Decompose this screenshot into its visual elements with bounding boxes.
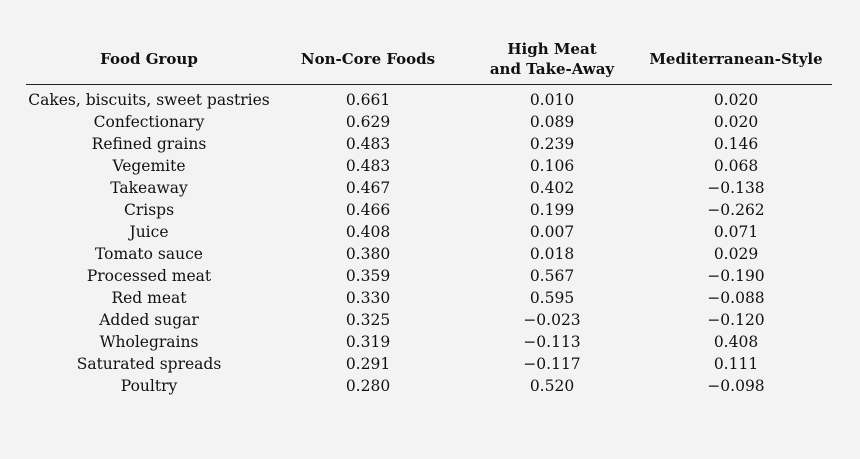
table-row: Tomato sauce 0.380 0.018 0.029 xyxy=(26,243,832,265)
non-core-foods-cell: 0.483 xyxy=(345,135,391,153)
header-high-meat-line1: High Meat xyxy=(507,40,597,58)
non-core-foods-cell: 0.629 xyxy=(345,113,391,131)
table-row: Confectionary 0.629 0.089 0.020 xyxy=(26,111,832,133)
header-food-group: Food Group xyxy=(26,34,272,85)
high-meat-take-away-cell: −0.117 xyxy=(523,355,581,373)
non-core-foods-cell: 0.291 xyxy=(345,355,391,373)
table-header: Food Group Non-Core Foods High Meat and … xyxy=(26,34,832,85)
food-group-cell: Vegemite xyxy=(112,157,186,175)
non-core-foods-cell: 0.661 xyxy=(345,91,391,109)
mediterranean-style-cell: −0.088 xyxy=(707,289,765,307)
high-meat-take-away-cell: −0.113 xyxy=(523,333,581,351)
high-meat-take-away-cell: 0.007 xyxy=(529,223,575,241)
factor-loadings-table: Food Group Non-Core Foods High Meat and … xyxy=(26,34,832,397)
table-row: Crisps 0.466 0.199 −0.262 xyxy=(26,199,832,221)
high-meat-take-away-cell: 0.106 xyxy=(529,157,575,175)
table-row: Added sugar 0.325 −0.023 −0.120 xyxy=(26,309,832,331)
header-row: Food Group Non-Core Foods High Meat and … xyxy=(26,34,832,85)
non-core-foods-cell: 0.408 xyxy=(345,223,391,241)
non-core-foods-cell: 0.319 xyxy=(345,333,391,351)
mediterranean-style-cell: −0.138 xyxy=(707,179,765,197)
mediterranean-style-cell: −0.098 xyxy=(707,377,765,395)
high-meat-take-away-cell: 0.595 xyxy=(529,289,575,307)
food-group-cell: Saturated spreads xyxy=(76,355,222,373)
table-body: Cakes, biscuits, sweet pastries 0.661 0.01… xyxy=(26,85,832,398)
non-core-foods-cell: 0.359 xyxy=(345,267,391,285)
high-meat-take-away-cell: 0.567 xyxy=(529,267,575,285)
non-core-foods-cell: 0.280 xyxy=(345,377,391,395)
table-row: Processed meat 0.359 0.567 −0.190 xyxy=(26,265,832,287)
table-row: Juice 0.408 0.007 0.071 xyxy=(26,221,832,243)
food-group-cell: Takeaway xyxy=(110,179,188,197)
mediterranean-style-cell: −0.120 xyxy=(707,311,765,329)
header-high-meat-line2: and Take-Away xyxy=(489,60,615,78)
header-mediterranean-style: Mediterranean-Style xyxy=(640,34,832,85)
table-row: Poultry 0.280 0.520 −0.098 xyxy=(26,375,832,397)
non-core-foods-cell: 0.483 xyxy=(345,157,391,175)
food-group-cell: Crisps xyxy=(123,201,175,219)
header-high-meat-take-away: High Meat and Take-Away xyxy=(464,34,640,85)
high-meat-take-away-cell: 0.018 xyxy=(529,245,575,263)
food-group-cell: Juice xyxy=(129,223,169,241)
high-meat-take-away-cell: −0.023 xyxy=(523,311,581,329)
factor-loadings-table-container: Food Group Non-Core Foods High Meat and … xyxy=(26,34,832,397)
high-meat-take-away-cell: 0.010 xyxy=(529,91,575,109)
mediterranean-style-cell: 0.068 xyxy=(713,157,759,175)
food-group-cell: Poultry xyxy=(120,377,178,395)
food-group-cell: Red meat xyxy=(111,289,187,307)
food-group-cell: Refined grains xyxy=(91,135,207,153)
mediterranean-style-cell: −0.190 xyxy=(707,267,765,285)
table-row: Cakes, biscuits, sweet pastries 0.661 0.01… xyxy=(26,85,832,112)
non-core-foods-cell: 0.380 xyxy=(345,245,391,263)
mediterranean-style-cell: 0.071 xyxy=(713,223,759,241)
table-row: Refined grains 0.483 0.239 0.146 xyxy=(26,133,832,155)
food-group-cell: Tomato sauce xyxy=(95,245,203,263)
table-row: Saturated spreads 0.291 −0.117 0.111 xyxy=(26,353,832,375)
table-row: Takeaway 0.467 0.402 −0.138 xyxy=(26,177,832,199)
food-group-cell: Wholegrains xyxy=(99,333,199,351)
mediterranean-style-cell: 0.111 xyxy=(713,355,759,373)
non-core-foods-cell: 0.330 xyxy=(345,289,391,307)
mediterranean-style-cell: 0.020 xyxy=(713,113,759,131)
table-row: Vegemite 0.483 0.106 0.068 xyxy=(26,155,832,177)
non-core-foods-cell: 0.325 xyxy=(345,311,391,329)
mediterranean-style-cell: 0.020 xyxy=(713,91,759,109)
food-group-cell: Confectionary xyxy=(93,113,205,131)
food-group-cell: Added sugar xyxy=(99,311,199,329)
mediterranean-style-cell: 0.029 xyxy=(713,245,759,263)
non-core-foods-cell: 0.467 xyxy=(345,179,391,197)
high-meat-take-away-cell: 0.089 xyxy=(529,113,575,131)
high-meat-take-away-cell: 0.239 xyxy=(529,135,575,153)
food-group-cell: Cakes, biscuits, sweet pastries xyxy=(28,91,270,109)
mediterranean-style-cell: 0.408 xyxy=(713,333,759,351)
high-meat-take-away-cell: 0.199 xyxy=(529,201,575,219)
mediterranean-style-cell: −0.262 xyxy=(707,201,765,219)
food-group-cell: Processed meat xyxy=(86,267,212,285)
high-meat-take-away-cell: 0.402 xyxy=(529,179,575,197)
table-row: Red meat 0.330 0.595 −0.088 xyxy=(26,287,832,309)
non-core-foods-cell: 0.466 xyxy=(345,201,391,219)
high-meat-take-away-cell: 0.520 xyxy=(529,377,575,395)
table-row: Wholegrains 0.319 −0.113 0.408 xyxy=(26,331,832,353)
header-non-core-foods: Non-Core Foods xyxy=(272,34,464,85)
mediterranean-style-cell: 0.146 xyxy=(713,135,759,153)
